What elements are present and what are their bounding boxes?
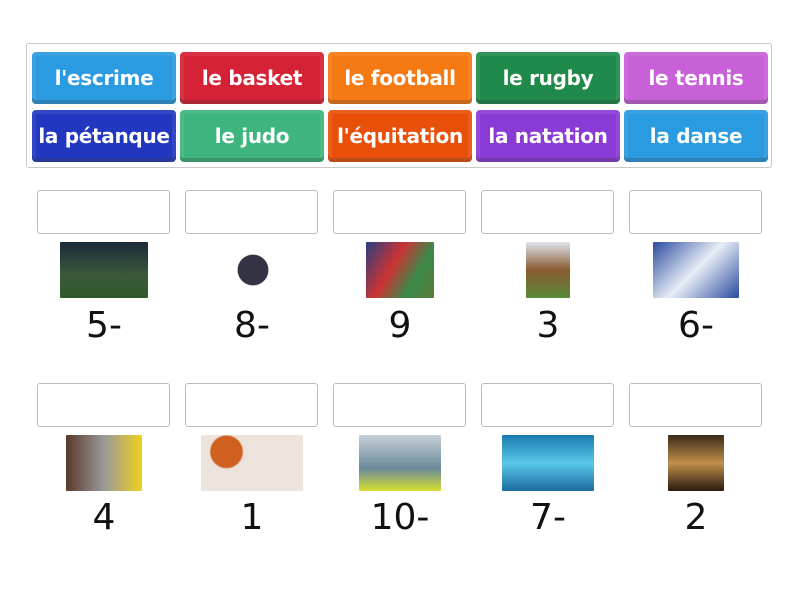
drop-zone[interactable] (481, 383, 614, 427)
drop-zone[interactable] (629, 383, 762, 427)
drop-zone[interactable] (37, 383, 170, 427)
item-number: 6- (678, 305, 714, 346)
item-number: 7- (530, 497, 566, 538)
drop-zone[interactable] (333, 383, 466, 427)
item-number: 2 (684, 497, 708, 538)
item-number: 5- (86, 305, 122, 346)
word-tile[interactable]: le tennis (624, 52, 768, 104)
word-tile[interactable]: l'escrime (32, 52, 176, 104)
word-tile[interactable]: la natation (476, 110, 620, 162)
drop-zone[interactable] (629, 190, 762, 234)
rugby-photo (366, 242, 434, 298)
drop-zone[interactable] (37, 190, 170, 234)
drop-zone[interactable] (185, 383, 318, 427)
word-tile[interactable]: le football (328, 52, 472, 104)
basket-photo (201, 435, 303, 491)
escrime-photo (66, 435, 142, 491)
item-number: 10- (370, 497, 430, 538)
word-tile[interactable]: l'équitation (328, 110, 472, 162)
word-bank (26, 43, 772, 168)
drop-zone[interactable] (185, 190, 318, 234)
word-tile[interactable]: le rugby (476, 52, 620, 104)
equitation-photo (526, 242, 570, 298)
word-tile[interactable]: le judo (180, 110, 324, 162)
word-tile[interactable]: le basket (180, 52, 324, 104)
danse-photo (668, 435, 724, 491)
drop-zone[interactable] (333, 190, 466, 234)
item-number: 8- (234, 305, 270, 346)
judo-photo (653, 242, 739, 298)
football-photo (60, 242, 148, 298)
natation-photo (502, 435, 594, 491)
item-number: 4 (92, 497, 116, 538)
petanque-photo (228, 242, 278, 298)
item-number: 3 (536, 305, 560, 346)
word-tile[interactable]: la danse (624, 110, 768, 162)
word-tile[interactable]: la pétanque (32, 110, 176, 162)
tennis-photo (359, 435, 441, 491)
item-number: 9 (388, 305, 412, 346)
item-number: 1 (240, 497, 264, 538)
drop-zone[interactable] (481, 190, 614, 234)
